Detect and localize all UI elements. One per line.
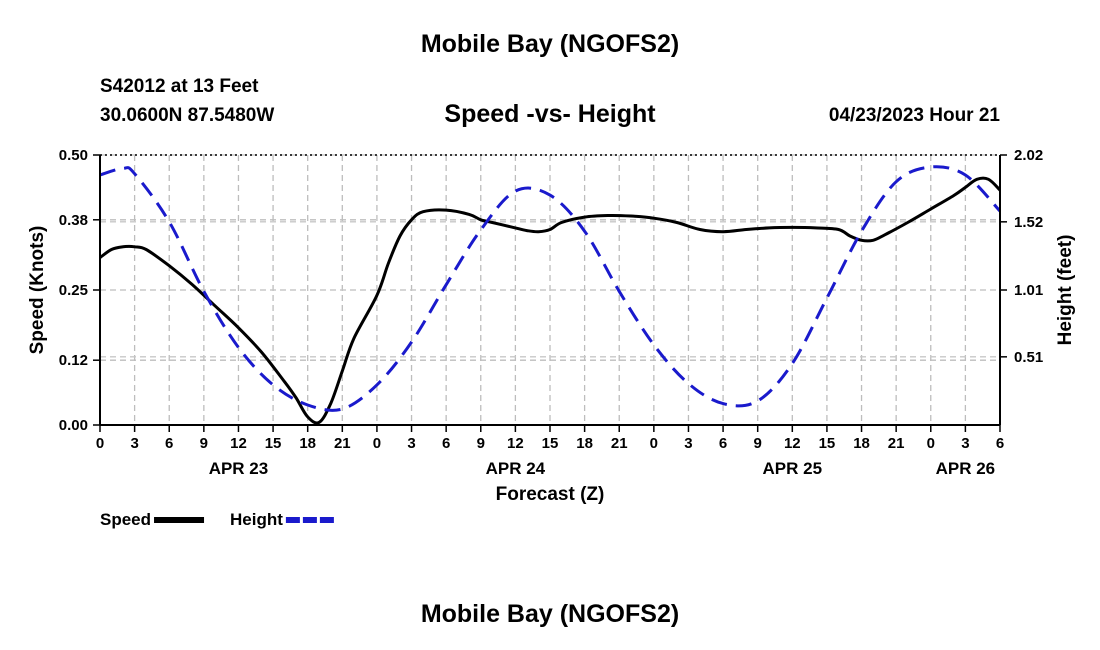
y2-axis-title: Height (feet) — [1055, 235, 1076, 346]
legend: Speed Height — [100, 510, 336, 529]
series-layer — [99, 165, 1002, 425]
x-day-label: APR 23 — [209, 459, 269, 478]
y2-tick-label: 0.51 — [1014, 349, 1043, 366]
x-tick-label: 21 — [334, 435, 351, 452]
x-tick-label: 12 — [784, 435, 801, 452]
x-tick-label: 6 — [996, 435, 1004, 452]
axes — [93, 154, 1007, 432]
legend-item-speed: Speed — [100, 510, 205, 529]
y-tick-label: 0.12 — [59, 352, 88, 369]
axis-labels: 0 3 6 9 12 15 18 21 0 3 6 9 12 15 18 21 0 3 6 9 12 15 18 21 0 3 6A… — [27, 147, 1076, 505]
x-tick-label: 21 — [888, 435, 905, 452]
legend-item-height: Height — [230, 510, 336, 529]
x-tick-label: 6 — [442, 435, 450, 452]
forecast-datetime: 04/23/2023 Hour 21 — [828, 105, 1000, 126]
x-tick-label: 3 — [407, 435, 415, 452]
station-label: S42012 at 13 Feet — [100, 76, 259, 97]
x-axis-title: Forecast (Z) — [496, 484, 605, 505]
y-axis-title: Speed (Knots) — [27, 226, 48, 355]
series-line-speed — [99, 176, 1002, 425]
y-tick-label: 0.25 — [59, 282, 88, 299]
x-tick-label: 18 — [853, 435, 870, 452]
y-tick-label: 0.38 — [59, 212, 88, 229]
x-tick-label: 6 — [165, 435, 173, 452]
x-tick-label: 3 — [684, 435, 692, 452]
y2-tick-label: 2.02 — [1014, 147, 1043, 164]
x-tick-label: 0 — [373, 435, 381, 452]
chart-subtitle: Speed -vs- Height — [444, 100, 656, 128]
x-tick-label: 15 — [542, 435, 559, 452]
x-tick-label: 9 — [200, 435, 208, 452]
series-line-height — [99, 165, 1002, 412]
x-tick-label: 12 — [230, 435, 247, 452]
x-tick-label: 9 — [477, 435, 485, 452]
x-tick-label: 0 — [650, 435, 658, 452]
chart-title: Mobile Bay (NGOFS2) — [420, 30, 680, 58]
x-day-label: APR 25 — [763, 459, 823, 478]
x-tick-label: 9 — [754, 435, 762, 452]
legend-label: Height — [230, 510, 283, 529]
x-tick-label: 15 — [819, 435, 836, 452]
x-tick-label: 3 — [961, 435, 969, 452]
x-tick-label: 18 — [299, 435, 316, 452]
x-day-label: APR 26 — [936, 459, 996, 478]
y-tick-label: 0.50 — [59, 147, 88, 164]
legend-label: Speed — [100, 510, 151, 529]
x-tick-label: 21 — [611, 435, 628, 452]
x-tick-label: 18 — [576, 435, 593, 452]
x-day-label: APR 24 — [486, 459, 546, 478]
x-tick-label: 0 — [927, 435, 935, 452]
y2-tick-label: 1.01 — [1014, 282, 1043, 299]
grid — [100, 154, 1000, 425]
y-tick-label: 0.00 — [59, 417, 88, 434]
x-tick-label: 3 — [130, 435, 138, 452]
x-tick-label: 0 — [96, 435, 104, 452]
x-tick-label: 12 — [507, 435, 524, 452]
x-tick-label: 6 — [719, 435, 727, 452]
y2-tick-label: 1.52 — [1014, 214, 1043, 231]
station-coordinates: 30.0600N 87.5480W — [100, 105, 275, 126]
x-tick-label: 15 — [265, 435, 282, 452]
footer-title: Mobile Bay (NGOFS2) — [420, 600, 680, 628]
